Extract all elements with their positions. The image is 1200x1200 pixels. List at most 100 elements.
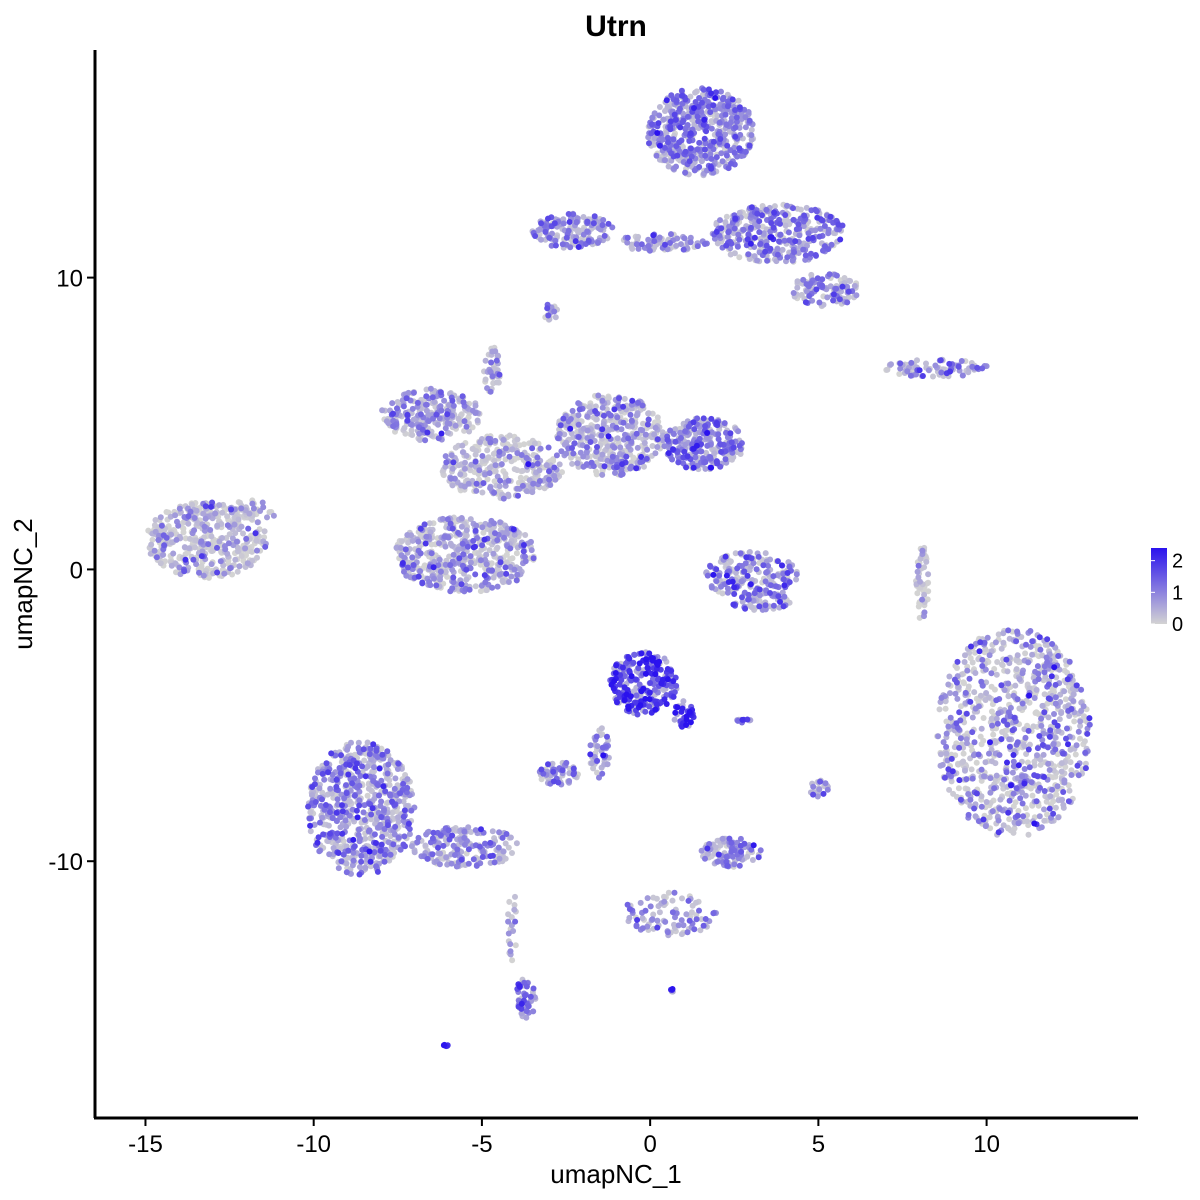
cell-point — [506, 898, 513, 905]
cell-point — [645, 243, 652, 249]
cell-point — [489, 828, 496, 835]
cell-point — [1059, 796, 1066, 803]
cell-point — [217, 558, 224, 565]
cell-point — [486, 464, 493, 471]
cell-point — [993, 715, 1000, 722]
cell-point — [426, 520, 433, 527]
cell-point — [455, 415, 462, 422]
cell-point — [169, 539, 175, 546]
cell-point — [1030, 723, 1037, 730]
cell-point — [355, 739, 362, 746]
cell-point — [946, 673, 953, 680]
cell-point — [914, 357, 920, 364]
cell-point — [176, 505, 183, 512]
cell-point — [662, 918, 669, 925]
cell-point — [513, 550, 520, 557]
cell-point — [514, 571, 521, 578]
cell-point — [737, 835, 744, 842]
cell-point — [654, 917, 661, 924]
cell-point — [816, 786, 823, 793]
cell-point — [538, 236, 544, 243]
cell-point — [459, 449, 466, 456]
cell-point — [577, 449, 584, 456]
cell-point — [781, 593, 788, 600]
cell-point — [1045, 760, 1052, 767]
cell-point — [408, 427, 415, 434]
cell-point — [604, 761, 611, 768]
cell-point — [947, 714, 954, 721]
cell-point — [378, 777, 385, 784]
cell-point — [810, 783, 817, 790]
cell-point — [365, 785, 372, 792]
cell-point — [409, 554, 416, 561]
cell-point — [604, 457, 611, 464]
cell-point — [316, 785, 323, 792]
cell-point — [697, 927, 704, 934]
cell-point — [472, 583, 479, 590]
cell-point — [921, 564, 928, 571]
cell-point — [984, 634, 991, 641]
cell-point — [457, 471, 464, 478]
cell-point — [945, 723, 952, 730]
cell-point — [961, 659, 968, 665]
cell-point — [782, 222, 789, 229]
cell-point — [508, 573, 515, 580]
cell-point — [487, 368, 494, 375]
cell-point — [1016, 705, 1023, 712]
cell-point — [507, 948, 514, 955]
cell-point — [496, 829, 503, 836]
cell-point — [656, 112, 663, 119]
cell-point — [431, 575, 437, 582]
cell-point — [1061, 777, 1068, 784]
cell-point — [514, 436, 521, 443]
cell-point — [427, 582, 434, 589]
cell-point — [361, 757, 368, 764]
cell-point — [675, 922, 682, 929]
cell-point — [969, 714, 976, 721]
cell-point — [374, 754, 381, 760]
cell-point — [599, 404, 606, 411]
cell-point — [693, 899, 699, 906]
cell-point — [192, 544, 198, 551]
cell-point — [231, 521, 238, 528]
cell-point — [1027, 785, 1034, 792]
cell-point — [800, 276, 807, 283]
cell-point — [537, 445, 544, 452]
cell-point — [193, 507, 200, 514]
cell-point — [193, 537, 200, 544]
cell-point — [584, 427, 591, 434]
cell-point — [684, 929, 691, 936]
cell-point — [567, 416, 574, 422]
cell-point — [664, 246, 671, 253]
cell-point — [653, 895, 660, 902]
cell-point — [1028, 779, 1035, 786]
cell-point — [943, 718, 950, 725]
cell-point — [978, 725, 985, 732]
cell-point — [490, 550, 497, 557]
cell-point — [962, 652, 968, 659]
cell-point — [1031, 762, 1038, 769]
cell-point — [1066, 787, 1073, 794]
cell-point — [757, 847, 764, 854]
cell-point — [472, 451, 479, 458]
cell-point — [442, 568, 449, 575]
cell-point — [992, 639, 999, 646]
cell-point — [735, 231, 742, 238]
cell-point — [502, 840, 509, 847]
cell-point — [593, 448, 600, 455]
cell-point — [200, 510, 207, 517]
cell-point — [516, 566, 523, 572]
cell-point — [955, 785, 962, 792]
cell-point — [644, 446, 651, 453]
cell-point — [763, 569, 770, 576]
cell-point — [1010, 829, 1017, 836]
cell-point — [969, 659, 976, 666]
cell-point — [719, 158, 726, 165]
cell-point — [947, 690, 953, 697]
cell-point — [600, 421, 607, 428]
cell-point — [995, 631, 1002, 638]
cell-point — [435, 421, 441, 428]
cell-point — [611, 444, 618, 451]
cell-point — [938, 751, 944, 758]
cell-point — [679, 895, 685, 902]
